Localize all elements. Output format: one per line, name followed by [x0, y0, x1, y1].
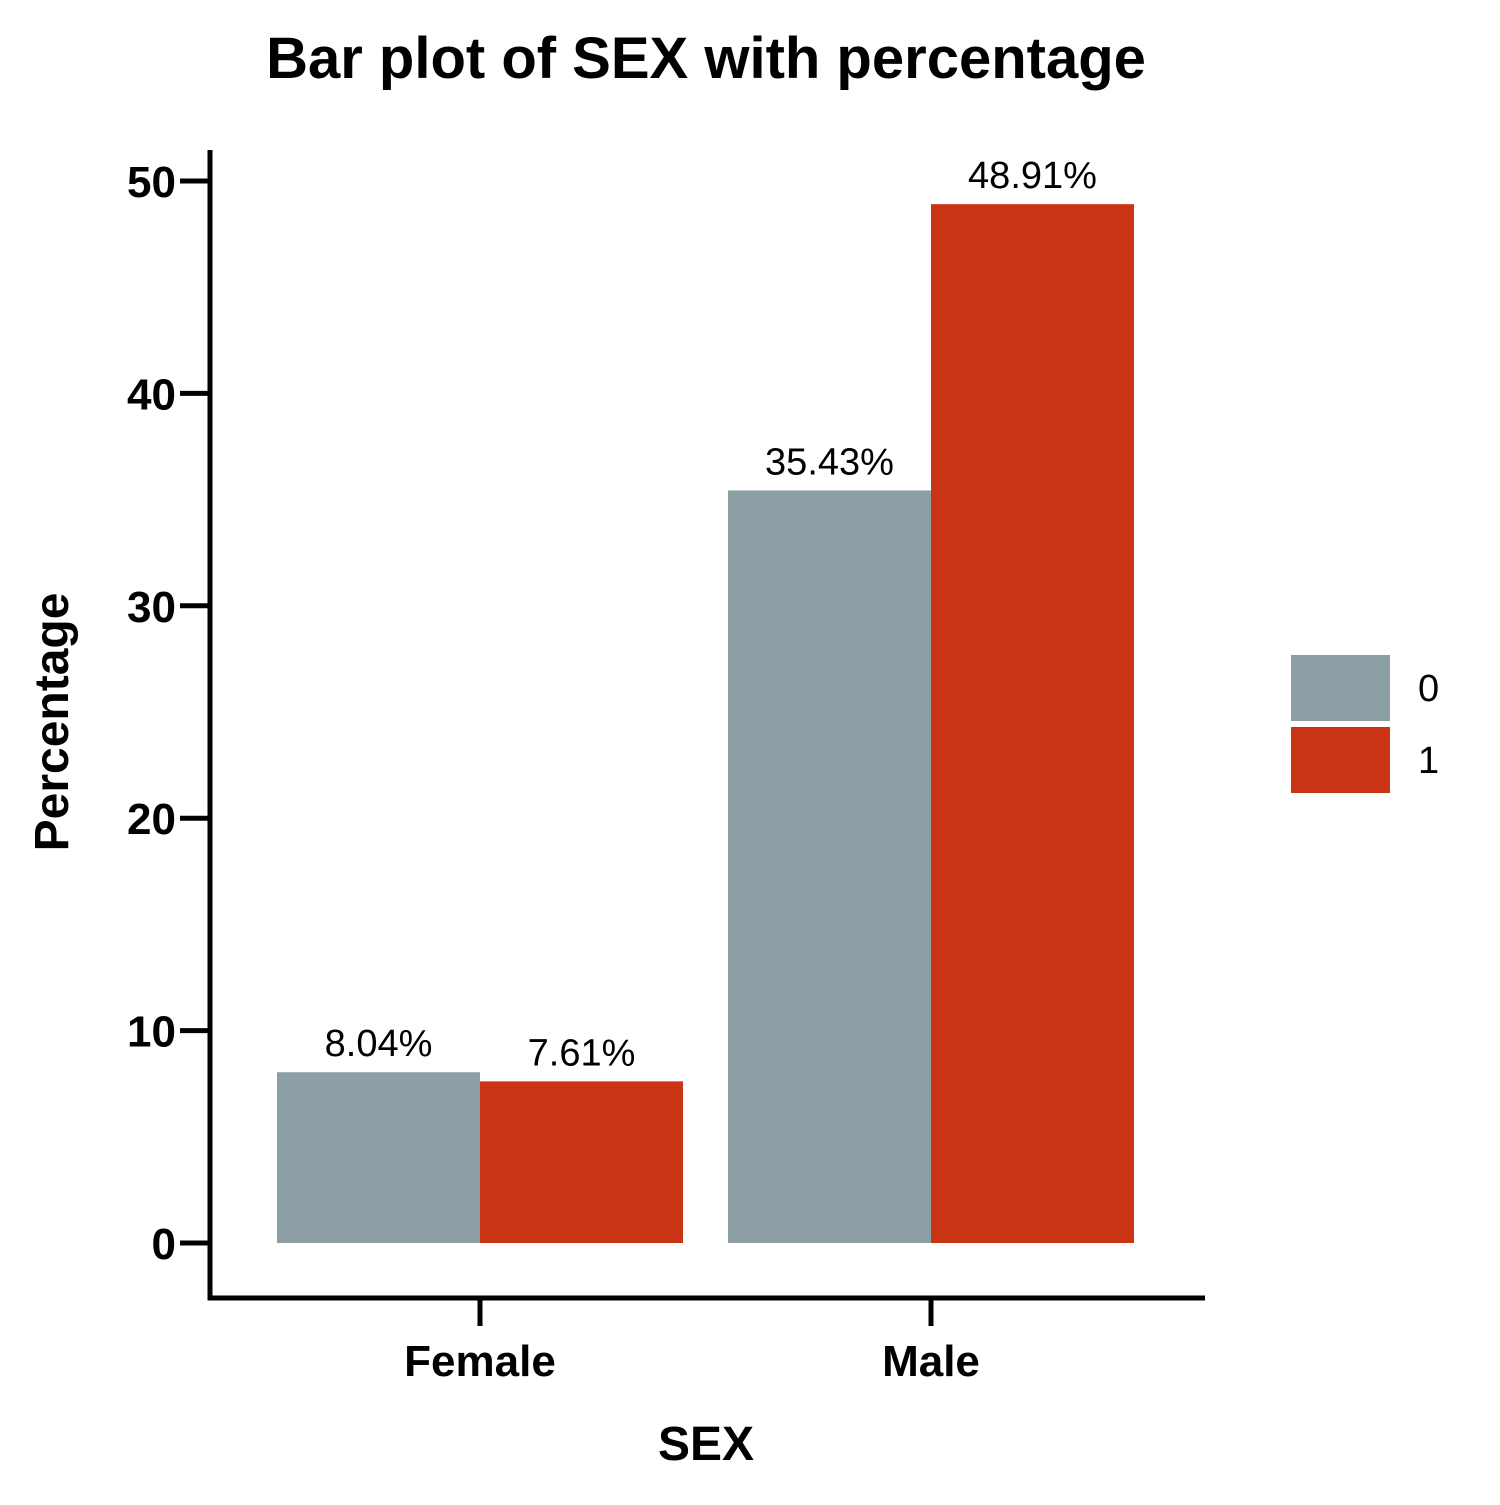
data-label-male-1: 48.91% — [968, 155, 1097, 197]
x-axis-title: SEX — [658, 1418, 754, 1471]
data-label-female-1: 7.61% — [528, 1032, 636, 1074]
bar-female-1 — [480, 1081, 683, 1243]
bar-female-0 — [277, 1072, 480, 1243]
y-tick-label: 20 — [127, 795, 176, 844]
bar-male-1 — [931, 204, 1134, 1243]
data-label-female-0: 8.04% — [325, 1023, 433, 1065]
x-tick-label-male: Male — [882, 1337, 980, 1386]
y-axis-title: Percentage — [26, 593, 79, 852]
data-label-male-0: 35.43% — [765, 441, 894, 483]
legend-key-0 — [1291, 655, 1390, 721]
y-tick-label: 50 — [127, 158, 176, 207]
legend-label-0: 0 — [1418, 668, 1439, 710]
y-tick-label: 30 — [127, 583, 176, 632]
legend-key-1 — [1291, 727, 1390, 793]
x-tick-label-female: Female — [404, 1337, 556, 1386]
legend-label-1: 1 — [1418, 740, 1439, 782]
legend: 01 — [1291, 655, 1439, 793]
y-tick-label: 10 — [127, 1008, 176, 1057]
chart-title: Bar plot of SEX with percentage — [266, 26, 1146, 91]
data-labels: 8.04% 7.61% 35.43% 48.91% — [325, 155, 1097, 1074]
bar-male-0 — [728, 490, 931, 1243]
axes: 0 10 20 30 40 50 Female Male — [127, 150, 1205, 1386]
bars — [277, 204, 1134, 1243]
y-tick-label: 0 — [152, 1220, 176, 1269]
y-tick-label: 40 — [127, 370, 176, 419]
